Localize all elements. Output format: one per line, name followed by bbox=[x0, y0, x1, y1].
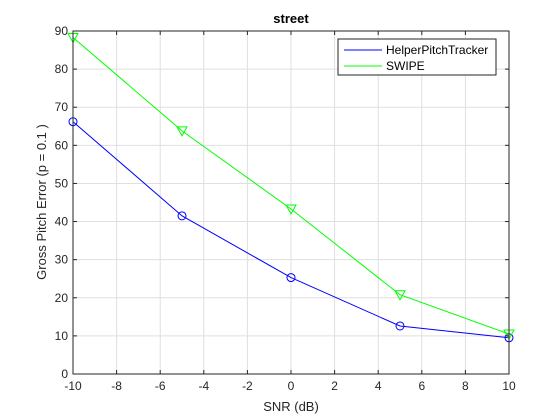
x-tick-label: 2 bbox=[331, 379, 338, 393]
x-tick-label: 6 bbox=[418, 379, 425, 393]
y-tick-label: 40 bbox=[55, 215, 69, 229]
x-axis-label: SNR (dB) bbox=[263, 399, 319, 414]
chart-title: street bbox=[273, 11, 309, 26]
x-tick-label: 4 bbox=[375, 379, 382, 393]
x-tick-label: -10 bbox=[64, 379, 82, 393]
data-point-swipe bbox=[394, 290, 406, 301]
ticks: -10 -8 -6 -4 -2 0 2 4 6 8 10 0 10 20 30 40 50 60 70 80 90 bbox=[55, 24, 516, 393]
data-point-helperpitchtracker bbox=[286, 273, 296, 283]
data-point-helperpitchtracker bbox=[395, 321, 405, 331]
x-tick-label: 0 bbox=[288, 379, 295, 393]
x-tick-label: -4 bbox=[198, 379, 209, 393]
data-point-swipe bbox=[176, 126, 188, 137]
series-line-swipe bbox=[72, 37, 510, 335]
x-tick-label: 8 bbox=[462, 379, 469, 393]
legend: HelperPitchTracker SWIPE bbox=[337, 38, 497, 76]
y-tick-label: 50 bbox=[55, 176, 69, 190]
y-tick-label: 10 bbox=[55, 329, 69, 343]
y-tick-label: 20 bbox=[55, 291, 69, 305]
x-tick-label: -6 bbox=[155, 379, 166, 393]
y-tick-label: 70 bbox=[55, 100, 69, 114]
y-axis-label: Gross Pitch Error (p = 0.1 ) bbox=[34, 124, 49, 280]
x-tick-label: 10 bbox=[502, 379, 516, 393]
series-line-helperpitchtracker bbox=[72, 121, 510, 339]
data-point-swipe bbox=[285, 204, 297, 216]
y-tick-label: 0 bbox=[61, 367, 68, 381]
legend-label-helperpitchtracker: HelperPitchTracker bbox=[386, 43, 488, 57]
y-tick-label: 60 bbox=[55, 138, 69, 152]
legend-box bbox=[337, 38, 497, 76]
x-tick-label: -8 bbox=[111, 379, 122, 393]
y-tick-label: 30 bbox=[55, 253, 69, 267]
plot-area: -10 -8 -6 -4 -2 0 2 4 6 8 10 0 10 20 30 40 50 60 70 80 90 bbox=[55, 24, 516, 393]
x-tick-label: -2 bbox=[242, 379, 253, 393]
data-point-helperpitchtracker bbox=[177, 211, 187, 221]
y-tick-label: 90 bbox=[55, 24, 69, 38]
legend-label-swipe: SWIPE bbox=[386, 59, 425, 73]
y-tick-label: 80 bbox=[55, 62, 69, 76]
